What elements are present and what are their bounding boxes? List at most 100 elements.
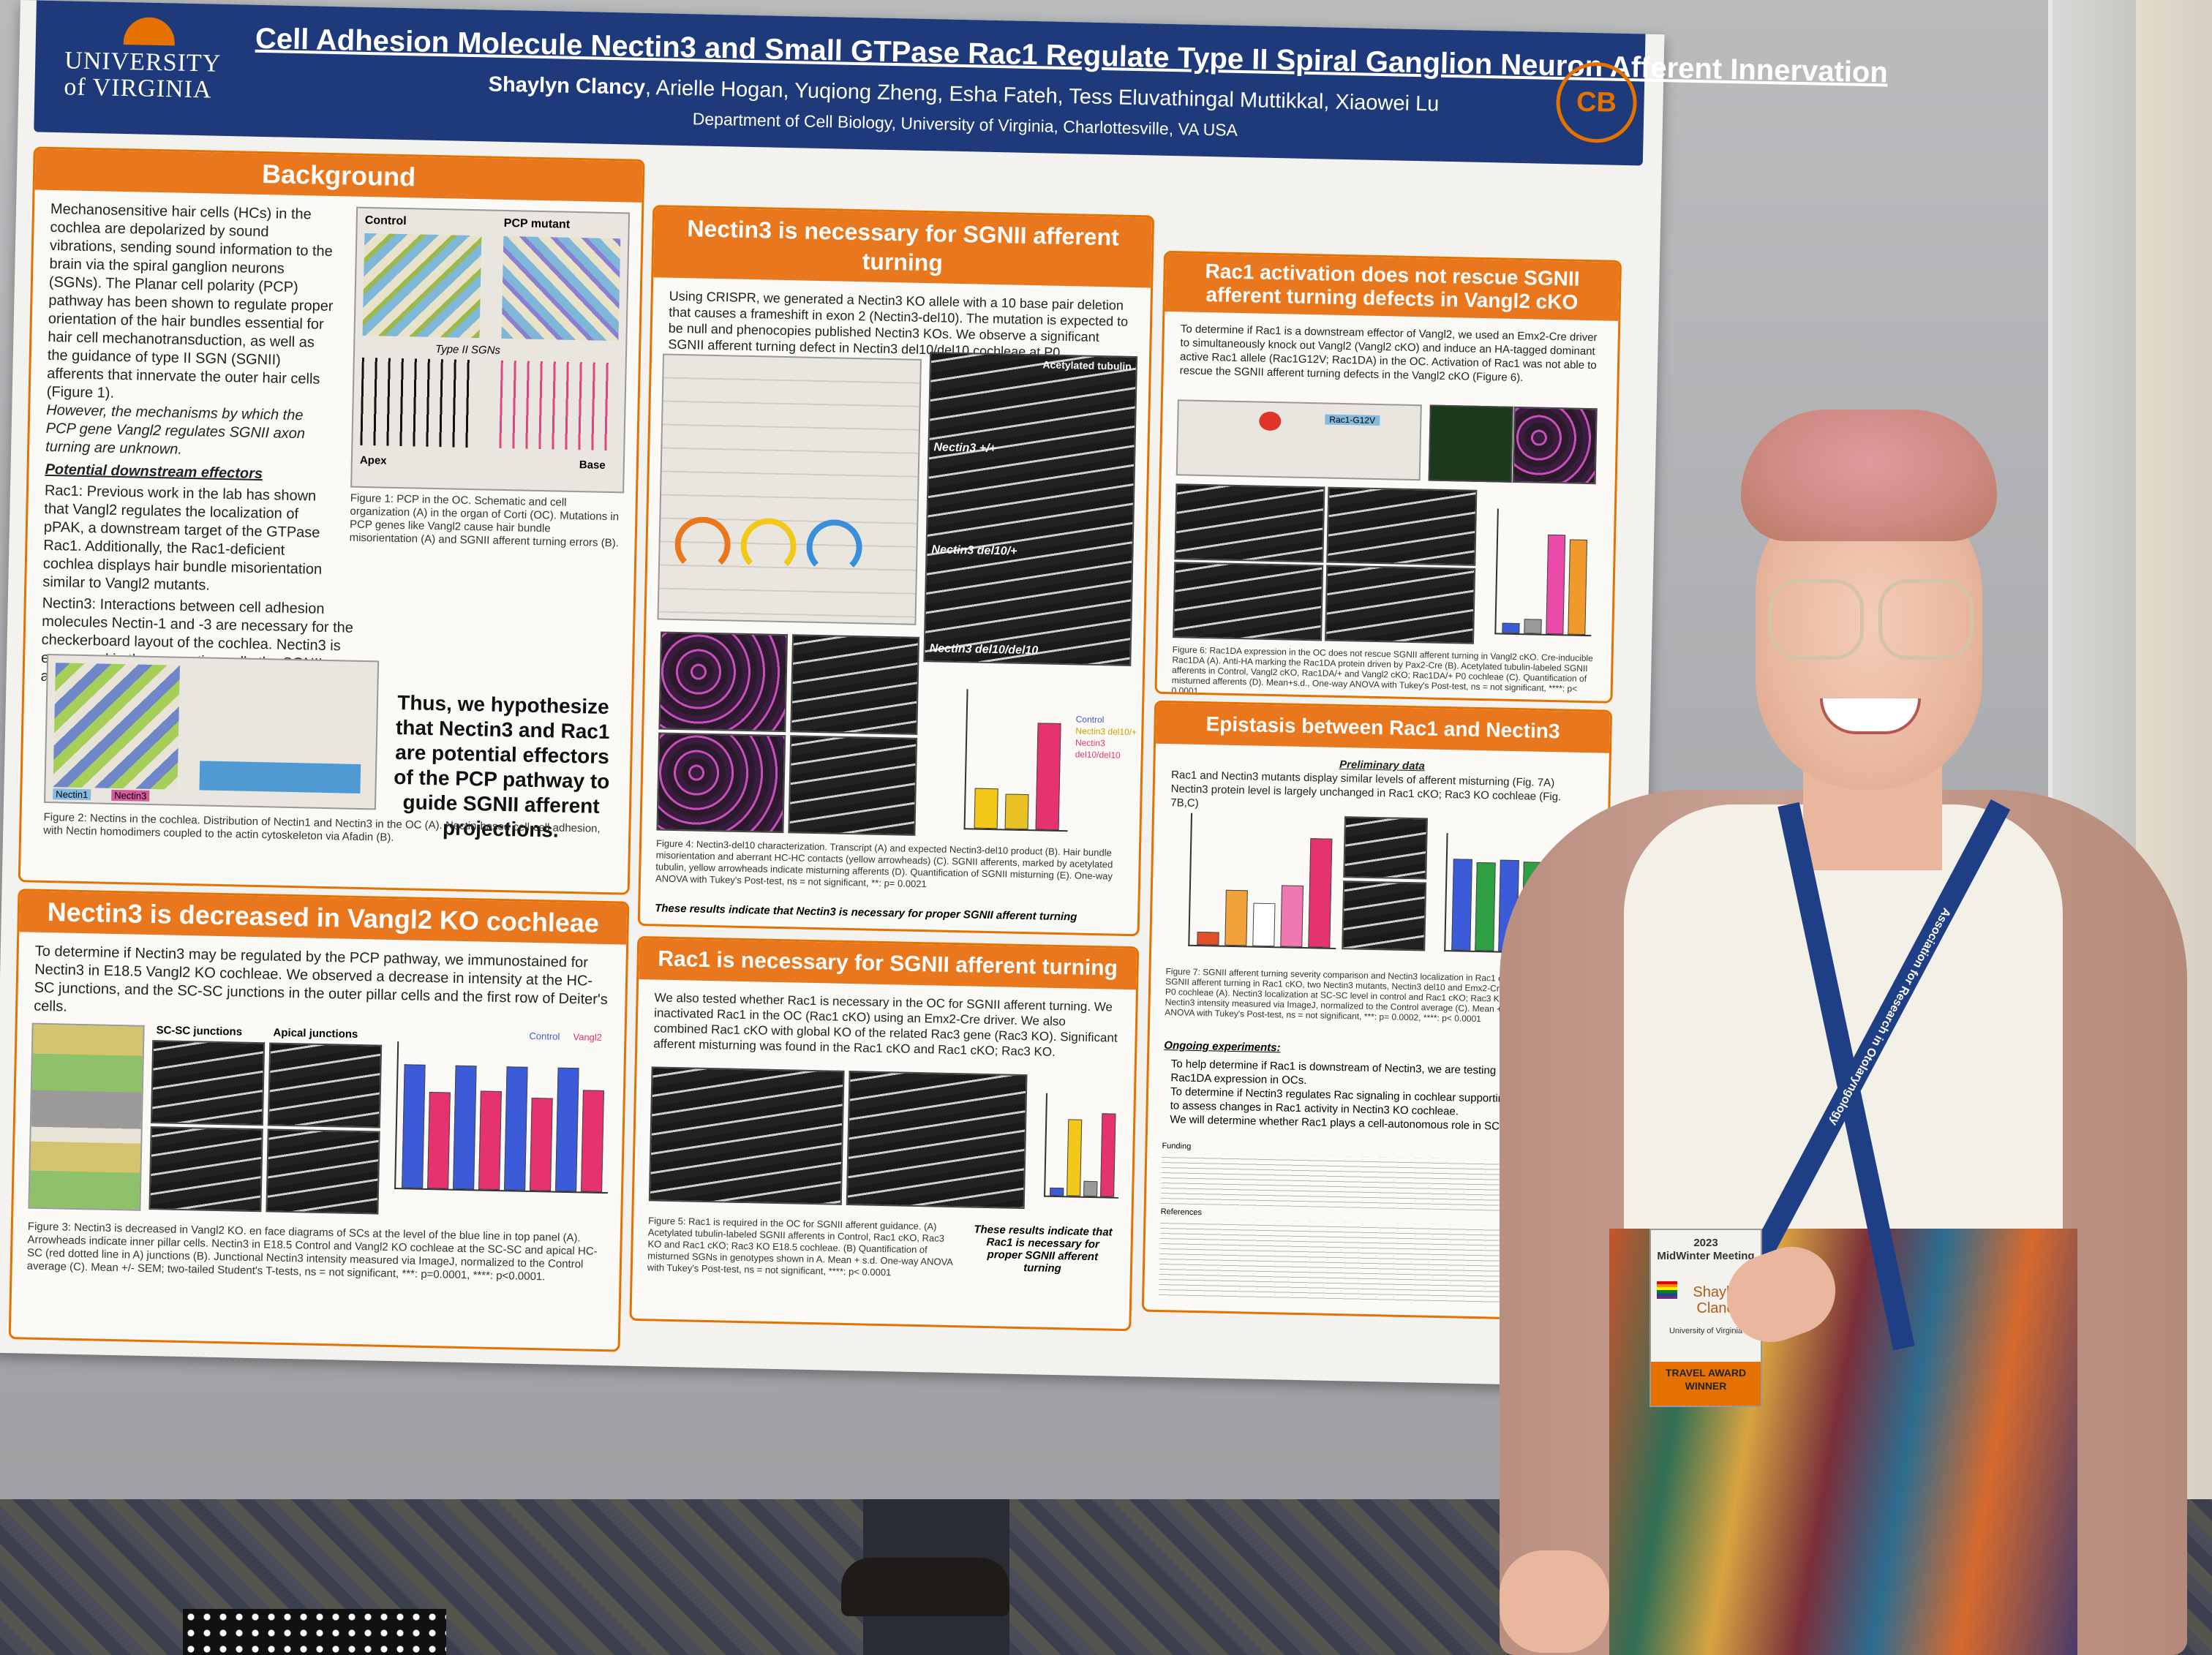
background-text: Mechanosensitive hair cells (HCs) in the… — [46, 200, 334, 402]
rac1-afferent-images-a — [648, 1066, 845, 1205]
figure7a-chart — [1188, 813, 1339, 949]
fig3-legend-control: Control — [529, 1030, 560, 1042]
chart-bar — [1252, 902, 1276, 947]
poster-department: Department of Cell Biology, University o… — [692, 109, 1238, 140]
figure3-caption: Figure 3: Nectin3 is decreased in Vangl2… — [26, 1220, 598, 1283]
sgn-mutant-diagram — [499, 360, 618, 451]
chart-bar — [504, 1066, 528, 1191]
figure2-diagram: Nectin1 Nectin3 — [44, 653, 380, 810]
label-ko: Nectin3 del10/del10 — [929, 642, 1039, 657]
rac1-g12v-box: Rac1-G12V — [1325, 414, 1380, 426]
rotunda-icon — [123, 16, 176, 46]
fig7b-mutant-image — [1342, 881, 1427, 951]
figure4-bars — [966, 689, 1071, 830]
chart-bar — [1224, 889, 1248, 946]
figure4-legend: Control Nectin3 del10/+ Nectin3 del10/de… — [1075, 713, 1142, 761]
ig-domain-3 — [805, 519, 863, 576]
uva-wordmark: UNIVERSITY of VIRGINIA — [64, 47, 221, 104]
nectin3-necessary-heading: Nectin3 is necessary for SGNII afferent … — [653, 207, 1153, 288]
nectin3-necessary-panel: Nectin3 is necessary for SGNII afferent … — [637, 205, 1155, 937]
chart-bar — [1083, 1180, 1098, 1197]
label-sc-sc: SC-SC junctions — [156, 1024, 243, 1038]
chart-bar — [427, 1092, 451, 1189]
legend-nectin3: Nectin3 — [111, 789, 150, 802]
sc-sc-vangl2-image — [148, 1126, 263, 1213]
chart-bar — [453, 1065, 477, 1190]
stop-cassette-icon — [1259, 411, 1282, 431]
chart-bar — [478, 1090, 502, 1191]
fig6-vangl2-rac1da-image — [1325, 565, 1476, 644]
sgn-control-diagram — [360, 357, 479, 448]
effectors-heading: Potential downstream effectors — [45, 461, 263, 483]
chart-bar — [530, 1097, 553, 1191]
pink-hair — [1741, 410, 1997, 541]
nectin3-vangl2-panel: Nectin3 is decreased in Vangl2 KO cochle… — [8, 889, 630, 1352]
chart-bar — [1066, 1119, 1083, 1196]
fig1-label-pcp: PCP mutant — [503, 216, 571, 231]
figure3-chart — [394, 1041, 612, 1194]
nectin-distribution — [53, 663, 180, 790]
cell-biology-logo: CB — [1555, 61, 1638, 144]
badge-affiliation: University of Virginia — [1669, 1327, 1743, 1335]
ig-domain-2 — [740, 517, 797, 575]
figure4-conclusion: These results indicate that Nectin3 is n… — [655, 902, 1077, 924]
chart-bar — [1451, 859, 1472, 951]
figure5-bars — [1045, 1093, 1121, 1197]
hair-bundle-ko-image — [656, 732, 786, 834]
label-apical: Apical junctions — [273, 1026, 358, 1041]
figure5-caption: Figure 5: Rac1 is required in the OC for… — [647, 1215, 953, 1278]
chart-bar — [1004, 793, 1029, 830]
rac1-activation-heading: Rac1 activation does not rescue SGNII af… — [1165, 252, 1620, 321]
left-lens — [1769, 579, 1864, 660]
sc-sc-ctrl-image — [150, 1040, 266, 1126]
hair-bundles-control — [362, 233, 482, 339]
figure3-schematic — [28, 1022, 145, 1211]
fig1-apex: Apex — [359, 453, 387, 467]
figure1-diagram: Control PCP mutant Type II SGNs Apex Bas… — [350, 206, 631, 494]
rac1-necessary-text: We also tested whether Rac1 is necessary… — [653, 990, 1118, 1059]
glasses-icon — [1769, 579, 1974, 660]
funding-heading: Funding — [1162, 1142, 1192, 1151]
fig1-label-control: Control — [364, 214, 407, 228]
hair-bundle-control-image — [658, 631, 789, 733]
figure7a-bars — [1189, 813, 1339, 948]
research-poster: UNIVERSITY of VIRGINIA Cell Adhesion Mol… — [0, 0, 1888, 1387]
chart-bar — [974, 788, 998, 829]
figure1-caption: Figure 1: PCP in the OC. Schematic and c… — [349, 491, 620, 550]
fig4-legend-control: Control — [1075, 714, 1105, 725]
references-heading: References — [1160, 1207, 1203, 1218]
label-het: Nectin3 del10/+ — [931, 543, 1017, 558]
figure4-transcript — [657, 353, 922, 625]
rac1-activation-text: To determine if Rac1 is a downstream eff… — [1179, 323, 1598, 385]
rac1da-construct: Rac1-G12V — [1175, 399, 1422, 481]
badge-event: MidWinter Meeting — [1657, 1250, 1755, 1262]
ongoing-heading: Ongoing experiments: — [1164, 1039, 1281, 1055]
pride-flag-icon — [1657, 1281, 1677, 1299]
bullet-rac1: Rac1: Previous work in the lab has shown… — [42, 482, 323, 594]
chart-bar — [555, 1067, 579, 1192]
actin-cytoskeleton — [199, 761, 361, 793]
nectin3-vangl2-text: To determine if Nectin3 may be regulated… — [33, 943, 608, 1015]
chart-bar — [402, 1064, 426, 1188]
apical-ko-image — [788, 735, 918, 836]
chart-bar — [1100, 1113, 1116, 1197]
chart-bar — [581, 1090, 604, 1193]
lead-author: Shaylyn Clancy — [488, 72, 646, 99]
rac1-afferent-images-b — [846, 1071, 1028, 1210]
badge-award: TRAVEL AWARD WINNER — [1651, 1362, 1761, 1406]
fig6-vangl2-image — [1173, 562, 1324, 641]
fig1-base: Base — [579, 459, 606, 472]
badge-year: 2023 — [1693, 1237, 1718, 1249]
fig4-legend-het: Nectin3 del10/+ — [1075, 725, 1137, 738]
apical-ctrl-image — [267, 1042, 383, 1128]
background-panel: Background Mechanosensitive hair cells (… — [18, 146, 645, 895]
uva-logo: UNIVERSITY of VIRGINIA — [64, 15, 241, 121]
figure4-caption: Figure 4: Nectin3-del10 characterization… — [655, 837, 1113, 890]
chart-bar — [1050, 1187, 1064, 1196]
fig1-label-sgn: Type II SGNs — [434, 342, 501, 357]
fig6-rac1da-image — [1326, 486, 1478, 566]
chart-bar — [1280, 885, 1304, 947]
background-question: However, the mechanisms by which the PCP… — [45, 402, 306, 458]
fig6-control-image — [1174, 483, 1325, 563]
